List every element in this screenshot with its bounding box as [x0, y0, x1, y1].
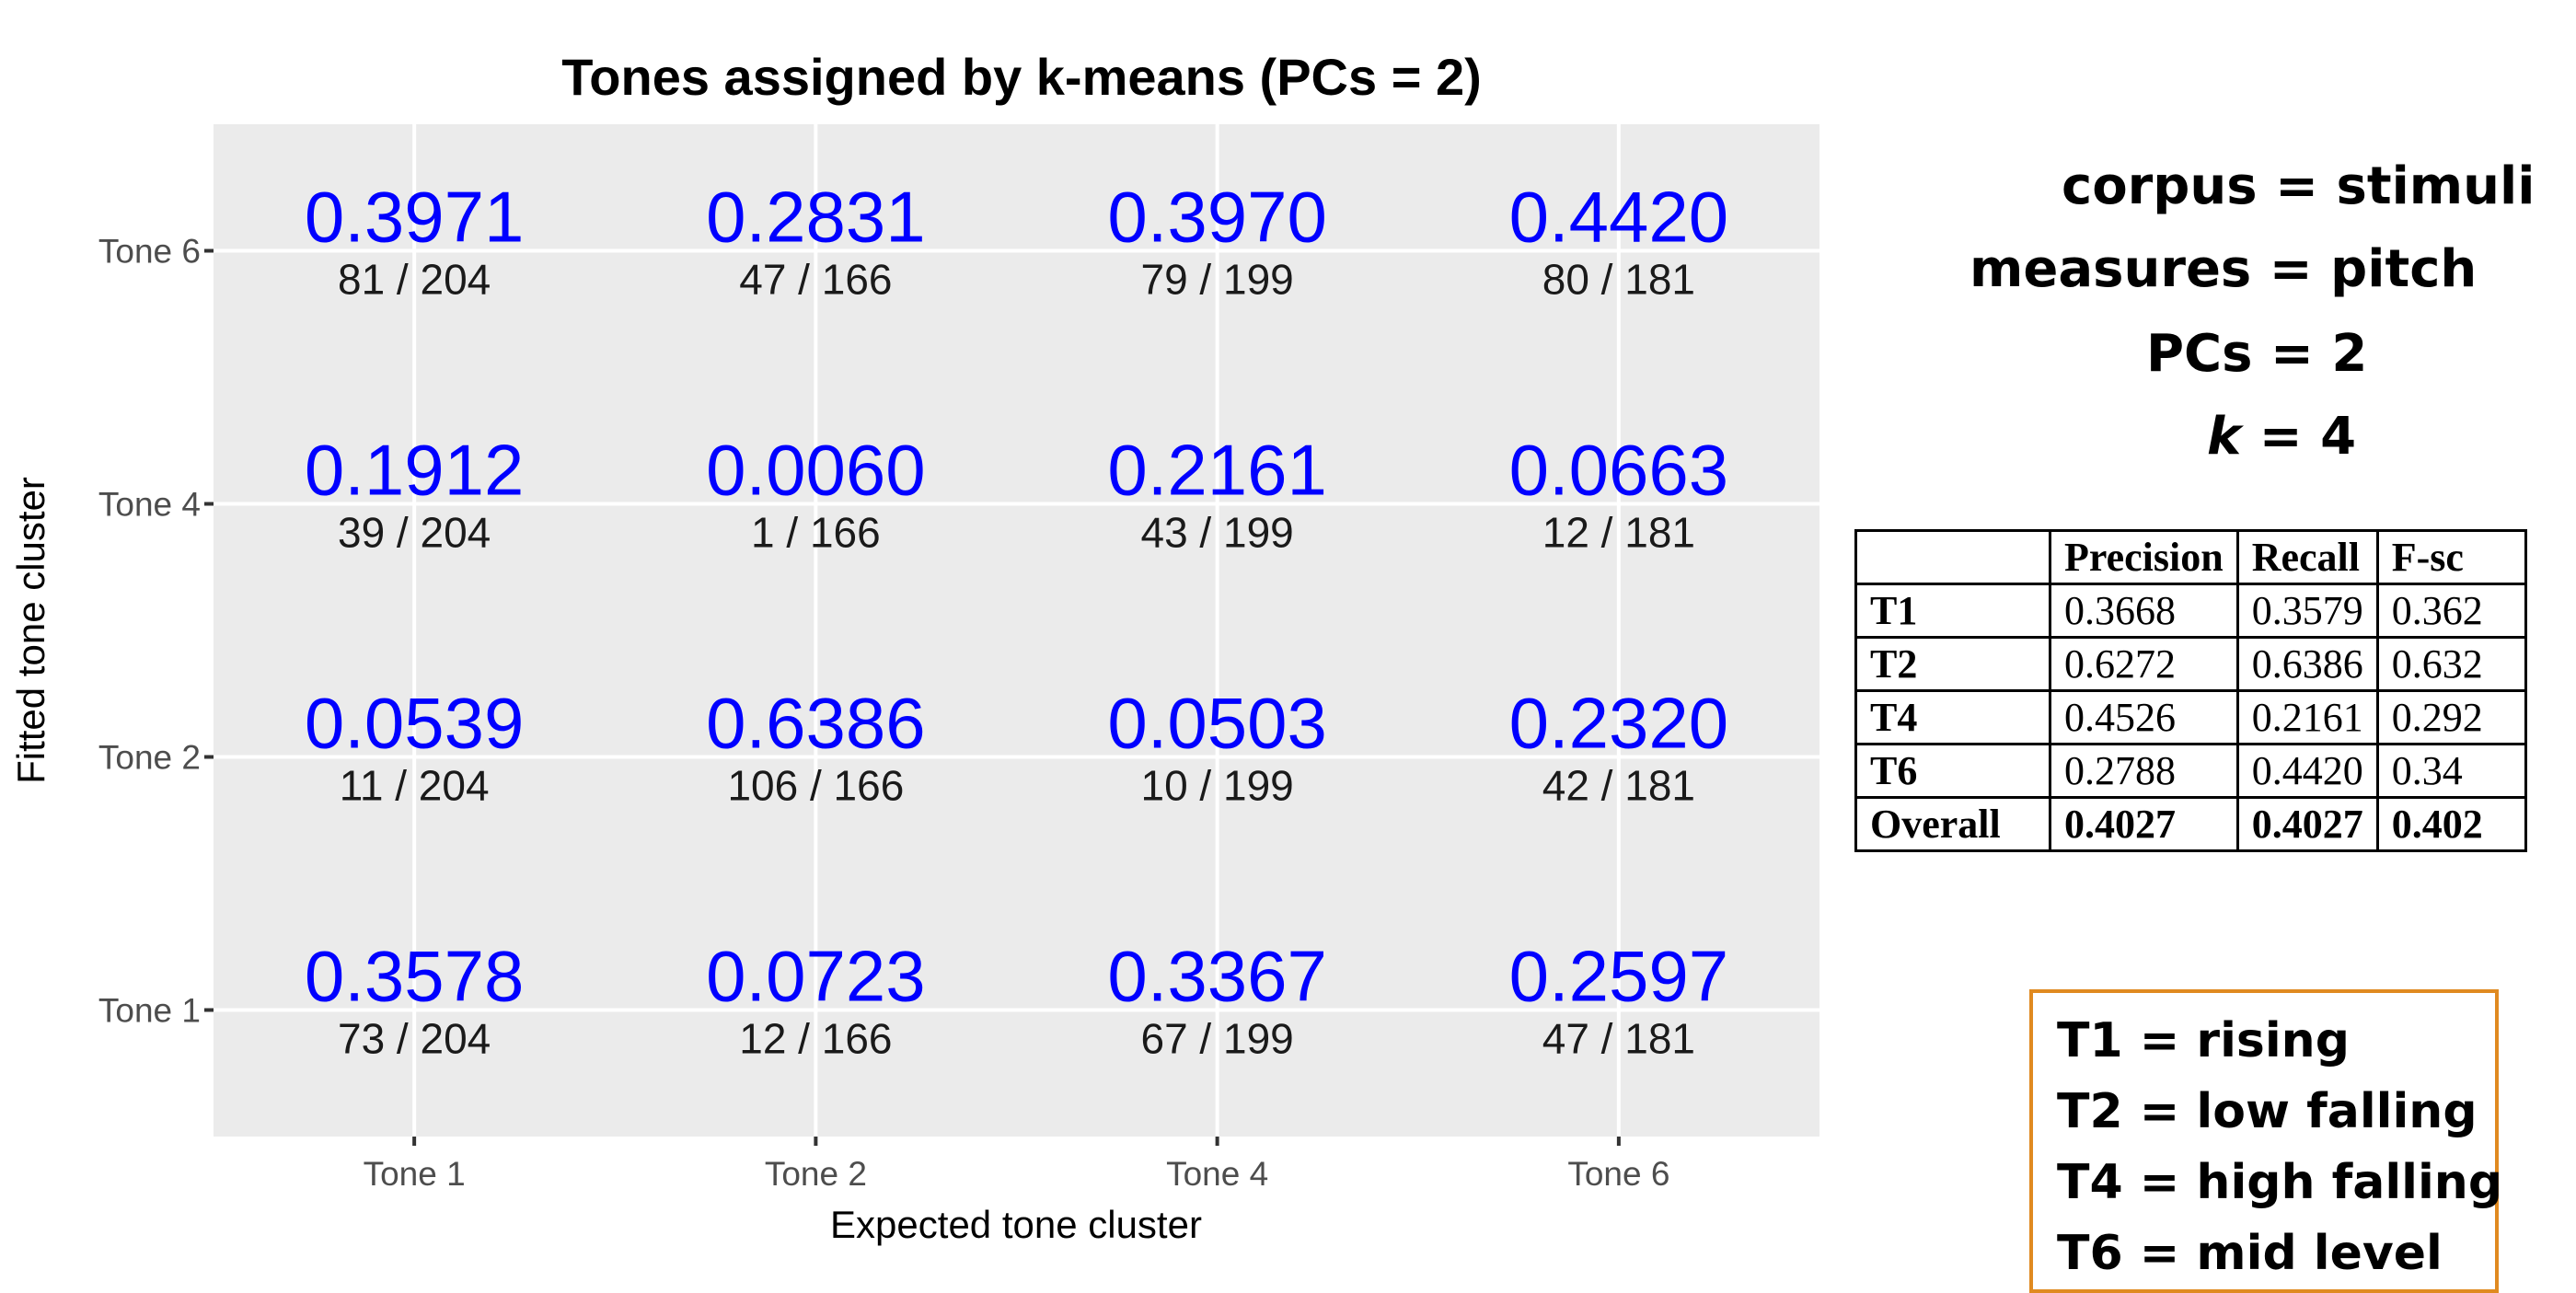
legend-line: T6 = mid level	[2057, 1226, 2443, 1281]
cell-proportion-label: 0.2320	[1509, 683, 1729, 764]
cell-proportion-label: 0.1912	[305, 430, 525, 511]
cell-proportion-label: 0.3971	[305, 177, 525, 258]
cell-count-label: 81 / 204	[338, 256, 491, 304]
cell-count-label: 79 / 199	[1140, 256, 1293, 304]
cell-proportion-label: 0.3367	[1107, 936, 1327, 1017]
cell-count-label: 11 / 204	[340, 762, 490, 810]
y-tick-label: Tone 6	[98, 233, 201, 271]
grid-lines	[214, 124, 1819, 1137]
cell-count-label: 80 / 181	[1542, 256, 1695, 304]
k-value: = 4	[2241, 407, 2357, 467]
cell-proportion-label: 0.0060	[706, 430, 926, 511]
y-axis-label: Fitted tone cluster	[9, 477, 52, 784]
recall-cell: 0.3579	[2235, 583, 2379, 639]
measures-line: measures = pitch	[1970, 239, 2478, 299]
header-fscore: F-sc	[2375, 529, 2527, 585]
precision-cell: 0.6272	[2049, 636, 2239, 692]
fscore-cell: 0.292	[2375, 689, 2527, 745]
axis-ticks: Tone 1 Tone 2 Tone 4 Tone 6 Tone 1 Tone 2 Tone…	[98, 233, 1670, 1194]
k-line: k = 4	[2207, 407, 2356, 467]
row-label: T1	[1854, 583, 2051, 639]
recall-cell: 0.4420	[2235, 743, 2379, 799]
cell-count-label: 73 / 204	[338, 1015, 491, 1063]
precision-cell: 0.4526	[2049, 689, 2239, 745]
header-precision: Precision	[2049, 529, 2239, 585]
cell-proportion-label: 0.2161	[1107, 430, 1327, 511]
cell-count-label: 12 / 166	[739, 1015, 892, 1063]
x-tick-label: Tone 1	[364, 1155, 466, 1193]
row-label: T2	[1854, 636, 2051, 692]
precision-cell: 0.2788	[2049, 743, 2239, 799]
cell-proportion-label: 0.0539	[305, 683, 525, 764]
table-row: T2 0.6272 0.6386 0.632	[1854, 636, 2527, 692]
precision-cell: 0.3668	[2049, 583, 2239, 639]
x-tick-label: Tone 6	[1567, 1155, 1669, 1193]
legend-line: T2 = low falling	[2057, 1084, 2478, 1139]
table-row-overall: Overall 0.4027 0.4027 0.402	[1854, 796, 2527, 852]
cell-proportion-label: 0.3970	[1107, 177, 1327, 258]
x-axis-label: Expected tone cluster	[830, 1203, 1202, 1246]
fscore-cell: 0.34	[2375, 743, 2527, 799]
header-recall: Recall	[2235, 529, 2379, 585]
y-tick-label: Tone 4	[98, 486, 201, 524]
tone-legend-box: T1 = rising T2 = low falling T4 = high f…	[2029, 989, 2503, 1293]
cell-proportion-label: 0.3578	[305, 936, 525, 1017]
cell-proportion-label: 0.6386	[706, 683, 926, 764]
precision-cell: 0.4027	[2049, 796, 2239, 852]
row-label: T4	[1854, 689, 2051, 745]
cell-count-label: 67 / 199	[1140, 1015, 1293, 1063]
fscore-cell: 0.632	[2375, 636, 2527, 692]
cell-proportion-label: 0.0503	[1107, 683, 1327, 764]
fscore-cell: 0.362	[2375, 583, 2527, 639]
chart-title: Tones assigned by k-means (PCs = 2)	[561, 48, 1482, 106]
cell-count-label: 12 / 181	[1542, 509, 1695, 557]
cell-count-label: 1 / 166	[751, 509, 881, 557]
legend-line: T1 = rising	[2057, 1013, 2350, 1068]
cell-count-label: 47 / 166	[739, 256, 892, 304]
recall-cell: 0.6386	[2235, 636, 2379, 692]
cell-proportion-label: 0.0723	[706, 936, 926, 1017]
pcs-line: PCs = 2	[2146, 324, 2368, 384]
cell-proportion-label: 0.2831	[706, 177, 926, 258]
y-tick-label: Tone 2	[98, 739, 201, 777]
row-label: T6	[1854, 743, 2051, 799]
cell-proportion-label: 0.0663	[1509, 430, 1729, 511]
corpus-line: corpus = stimuli	[2062, 156, 2536, 216]
x-tick-label: Tone 4	[1166, 1155, 1268, 1193]
confusion-heatmap: Tones assigned by k-means (PCs = 2) Tone…	[9, 48, 1819, 1246]
plot-panel	[214, 124, 1819, 1137]
fscore-cell: 0.402	[2375, 796, 2527, 852]
x-tick-label: Tone 2	[765, 1155, 867, 1193]
table-row: T1 0.3668 0.3579 0.362	[1854, 583, 2527, 639]
cell-count-label: 47 / 181	[1542, 1015, 1695, 1063]
metrics-header-row: Precision Recall F-sc	[1854, 529, 2527, 585]
k-symbol: k	[2207, 407, 2242, 467]
cell-count-label: 43 / 199	[1140, 509, 1293, 557]
recall-cell: 0.2161	[2235, 689, 2379, 745]
header-empty	[1854, 529, 2051, 585]
cell-count-label: 10 / 199	[1140, 762, 1293, 810]
metrics-table: Precision Recall F-sc T1 0.3668 0.3579 0…	[1854, 529, 2527, 852]
recall-cell: 0.4027	[2235, 796, 2379, 852]
cell-proportion-label: 0.2597	[1509, 936, 1729, 1017]
cell-count-label: 42 / 181	[1542, 762, 1695, 810]
table-row: T6 0.2788 0.4420 0.34	[1854, 743, 2527, 799]
legend-line: T4 = high falling	[2057, 1155, 2503, 1210]
y-tick-label: Tone 1	[98, 992, 201, 1030]
cell-count-label: 39 / 204	[338, 509, 491, 557]
table-row: T4 0.4526 0.2161 0.292	[1854, 689, 2527, 745]
cell-proportion-label: 0.4420	[1509, 177, 1729, 258]
row-label: Overall	[1854, 796, 2051, 852]
cell-count-label: 106 / 166	[727, 762, 904, 810]
